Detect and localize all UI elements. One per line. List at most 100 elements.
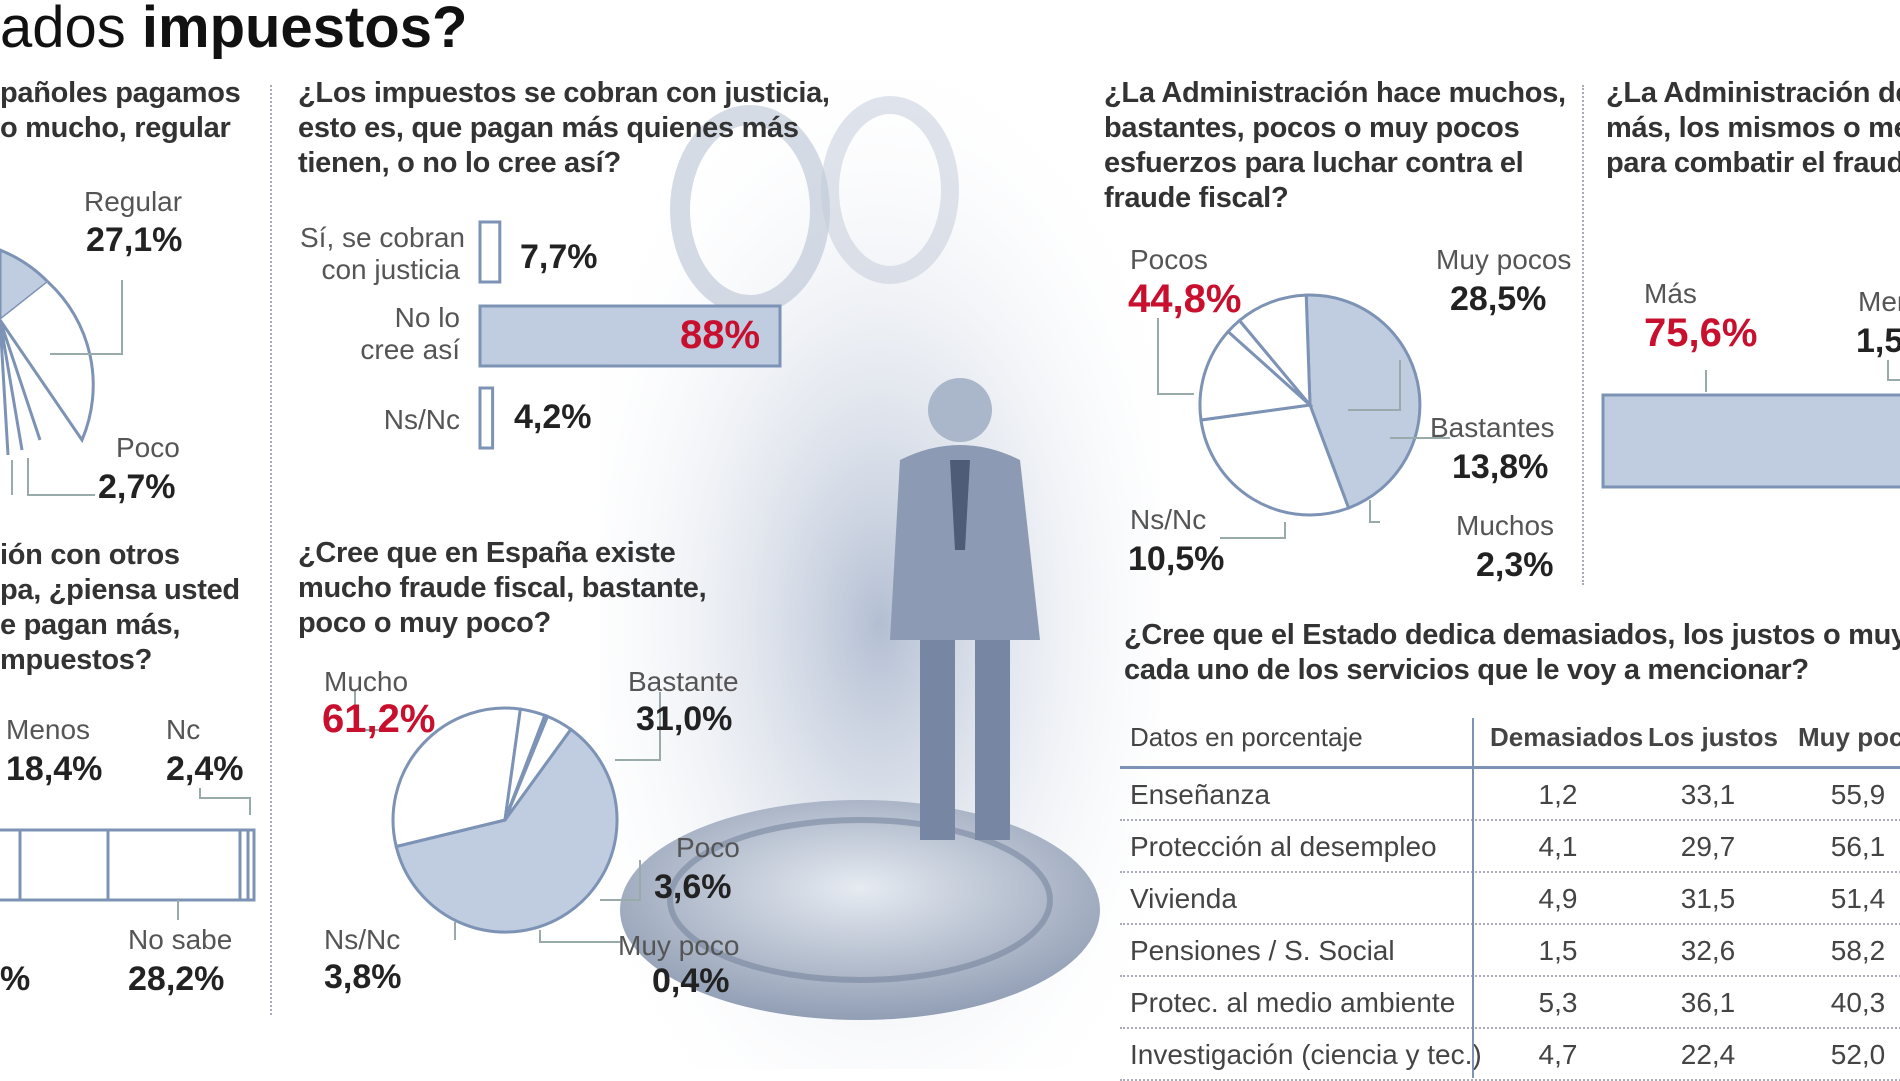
separator	[1582, 85, 1584, 585]
question-line: tienen, o no lo cree así?	[298, 147, 621, 179]
table-cell: 36,1	[1680, 987, 1736, 1018]
table-row: Vivienda 4,9 31,5 51,4	[1120, 873, 1900, 925]
pie-value: 2,7%	[98, 468, 176, 506]
leader-line	[1348, 360, 1401, 411]
pie-label: Poco	[116, 432, 180, 463]
bar-value: 7,7%	[520, 238, 598, 276]
header-cell: Los justos	[1648, 722, 1779, 752]
bar-value: 2,4%	[166, 750, 244, 788]
question-line: cada uno de los servicios que le voy a m…	[1124, 654, 1809, 686]
headline: ados impuestos?	[0, 0, 467, 62]
bar-value: 1,5	[1856, 322, 1900, 360]
pie-value: 13,8%	[1452, 448, 1549, 486]
table-row-label: Vivienda	[1130, 883, 1237, 914]
pie-label: Muchos	[1456, 510, 1555, 541]
question-line: ión con otros	[0, 539, 180, 571]
bar-category-label: Sí, se cobran con justicia	[300, 222, 465, 286]
question-line: mucho fraude fiscal, bastante,	[298, 572, 707, 604]
pie-slice	[394, 727, 619, 934]
leader-line	[1157, 318, 1194, 395]
leader-line	[600, 860, 641, 901]
pie-label: Bastantes	[1430, 412, 1555, 443]
bar-category-label: No lo cree así	[300, 302, 460, 366]
pie-value: 10,5%	[1128, 540, 1225, 578]
pie-slice	[1304, 293, 1422, 510]
question-line: pañoles pagamos	[0, 77, 241, 109]
table-cell: 29,7	[1680, 831, 1736, 862]
table-cell: 1,5	[1538, 935, 1578, 966]
header-cell: Demasiados	[1490, 722, 1644, 752]
table-cell: 31,5	[1680, 883, 1736, 914]
pie-label: Muy poco	[618, 930, 740, 961]
question-line: o mucho, regular	[0, 112, 231, 144]
pie-value: 0,4%	[652, 962, 730, 1000]
question-line: más, los mismos o me	[1606, 112, 1900, 144]
question-line: ¿Cree que en España existe	[298, 537, 676, 569]
pie-slice	[1198, 329, 1314, 422]
question-line: ¿La Administración hace muchos,	[1104, 77, 1566, 109]
question-line: pa, ¿piensa usted	[0, 574, 240, 606]
pie-value: 31,0%	[636, 700, 733, 738]
headline-light: ados	[0, 0, 142, 60]
question-line: esfuerzos para luchar contra el	[1104, 147, 1524, 179]
header-cell: Muy poco	[1798, 722, 1900, 752]
leader-line	[1220, 522, 1286, 539]
bar-label: Nc	[166, 714, 201, 745]
table-row-label: Investigación (ciencia y tec.)	[1130, 1039, 1482, 1070]
question-line: mpuestos?	[0, 644, 152, 676]
admin2-question: ¿La Administración de más, los mismos o …	[1606, 76, 1900, 181]
left-top-pie	[0, 248, 123, 496]
separator	[270, 85, 272, 1015]
bar-label: Men	[1858, 286, 1900, 317]
label-line: cree así	[360, 334, 460, 365]
question-line: fraude fiscal?	[1104, 182, 1289, 214]
bar-value: 28,2%	[128, 960, 225, 998]
table-cell: 55,9	[1830, 779, 1886, 810]
bar	[478, 220, 502, 284]
bar	[478, 386, 495, 450]
question-line: esto es, que pagan más quienes más	[298, 112, 799, 144]
question-line: ¿Cree que el Estado dedica demasiados, l…	[1124, 619, 1900, 651]
column-divider	[1472, 718, 1474, 1078]
question-line: ¿Los impuestos se cobran con justicia,	[298, 77, 830, 109]
table-cell: 4,7	[1538, 1039, 1578, 1070]
table-row: Enseñanza 1,2 33,1 55,9	[1120, 769, 1900, 821]
label-line: No lo	[394, 302, 460, 333]
table-row-label: Pensiones / S. Social	[1130, 935, 1395, 966]
leader-line	[615, 692, 661, 761]
table-row-label: Enseñanza	[1130, 779, 1271, 810]
bar-label: Menos	[6, 714, 91, 745]
background-photo	[600, 80, 1160, 1069]
table-cell: 4,1	[1538, 831, 1578, 862]
question-line: e pagan más,	[0, 609, 181, 641]
bar-value: 88%	[680, 313, 761, 357]
question-line: ¿La Administración de	[1606, 77, 1900, 109]
question-line: poco o muy poco?	[298, 607, 551, 639]
leader-line	[539, 930, 620, 943]
table-header: Datos en porcentaje Demasiados Los justo…	[1120, 710, 1900, 769]
pie-label: Ns/Nc	[324, 924, 401, 955]
table-body: Enseñanza 1,2 33,1 55,9 Protección al desemp…	[1120, 769, 1900, 1081]
justicia-bar-chart	[478, 220, 782, 450]
table-cell: 4,9	[1538, 883, 1578, 914]
bar-value: %	[0, 960, 31, 998]
pie-label: Regular	[84, 186, 183, 217]
pie-value: 2,3%	[1476, 546, 1554, 584]
table-cell: 32,6	[1680, 935, 1736, 966]
table-row: Protección al desempleo 4,1 29,7 56,1	[1120, 821, 1900, 873]
pie-label: Poco	[676, 832, 740, 863]
pie-value: 28,5%	[1450, 280, 1547, 318]
bar-label: No sabe	[128, 924, 233, 955]
justicia-question: ¿Los impuestos se cobran con justicia, e…	[298, 76, 830, 181]
pie-label: Mucho	[324, 666, 409, 697]
pie-slice	[391, 706, 523, 849]
label-line: con justicia	[321, 254, 460, 285]
label-line: Sí, se cobran	[300, 222, 465, 253]
bar-value: 75,6%	[1644, 311, 1758, 355]
fraude-pie-chart	[354, 690, 661, 943]
bar-label: Más	[1644, 278, 1697, 309]
bar	[478, 304, 782, 368]
pie-value: 3,6%	[654, 868, 732, 906]
bar-value: 18,4%	[6, 750, 103, 788]
table-cell: 52,0	[1830, 1039, 1886, 1070]
